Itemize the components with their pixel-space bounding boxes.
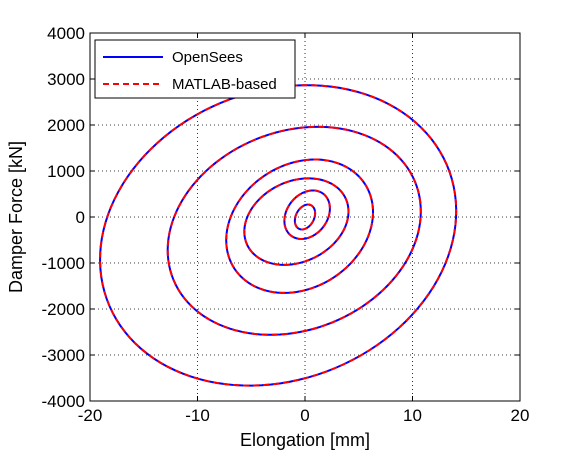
hysteresis-loop: [166, 125, 422, 336]
hysteresis-loop: [293, 203, 317, 231]
legend: OpenSees MATLAB-based: [94, 39, 296, 99]
x-tick-label: 20: [511, 406, 530, 425]
hysteresis-loop: [283, 189, 331, 240]
ticks: [89, 32, 521, 402]
y-tick-label: -1000: [42, 254, 85, 273]
x-tick-label: 0: [300, 406, 309, 425]
legend-box: [94, 39, 296, 99]
x-tick-label: -10: [185, 406, 210, 425]
y-tick-label: 0: [76, 208, 85, 227]
x-tick-label: -20: [78, 406, 103, 425]
grid: [90, 33, 520, 401]
x-tick-label: 10: [403, 406, 422, 425]
hysteresis-loop: [225, 158, 375, 294]
y-axis-label: Damper Force [kN]: [6, 141, 26, 293]
y-tick-label: 4000: [47, 24, 85, 43]
y-tick-label: 2000: [47, 116, 85, 135]
hysteresis-loop: [243, 177, 350, 266]
y-tick-label: -3000: [42, 346, 85, 365]
series-layer: [99, 84, 458, 387]
y-tick-label: 1000: [47, 162, 85, 181]
x-axis-label: Elongation [mm]: [240, 430, 370, 450]
legend-label-opensees: OpenSees: [172, 49, 243, 66]
series-matlab-based: [99, 84, 458, 387]
hysteresis-loop: [99, 84, 458, 387]
tick-labels: -20 -10 0 10 20 -4000 -3000 -2000 -1000 0 1000 2000…: [42, 24, 530, 425]
y-tick-label: 3000: [47, 70, 85, 89]
y-tick-label: -4000: [42, 392, 85, 411]
y-tick-label: -2000: [42, 300, 85, 319]
legend-label-matlab: MATLAB-based: [172, 76, 277, 93]
